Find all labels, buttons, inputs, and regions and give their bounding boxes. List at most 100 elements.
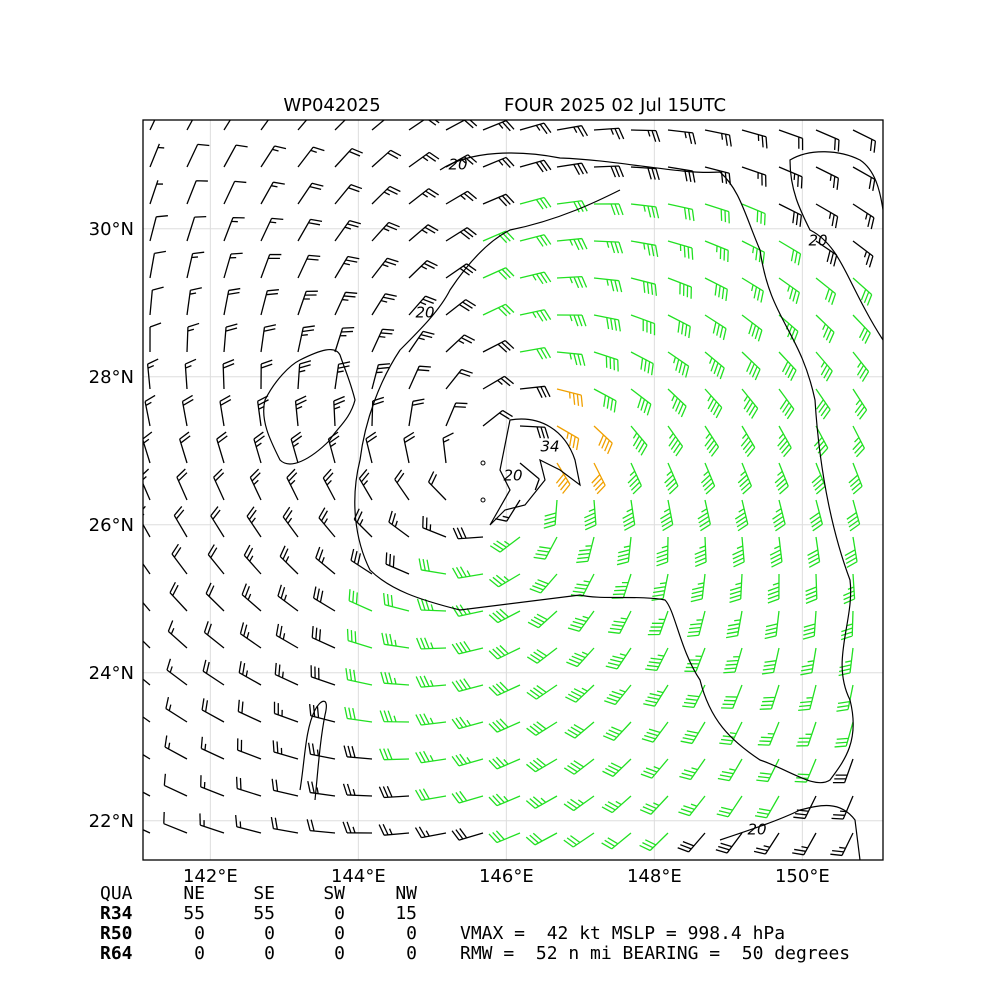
wind-barb [378, 823, 410, 836]
wind-barb [207, 544, 225, 575]
wind-barb [143, 562, 151, 575]
wind-barb [630, 388, 652, 416]
wind-barb [213, 468, 225, 501]
wind-barb [166, 658, 188, 686]
wind-barb [721, 684, 743, 709]
wind-barb [764, 610, 780, 640]
x-tick-label: 146°E [479, 866, 534, 887]
wind-barb [414, 788, 447, 801]
wind-barb [235, 815, 262, 834]
wind-barb [802, 610, 817, 640]
tick-labels: 142°E 144°E 146°E 148°E 150°E 22°N 24°N 26°N 28°… [89, 219, 830, 887]
wind-barb [415, 750, 447, 764]
wind-barb [249, 468, 262, 501]
wind-barb [445, 402, 468, 427]
wind-barb [741, 277, 764, 303]
wind-barb [593, 314, 621, 332]
wind-barb [223, 287, 241, 316]
wind-barb [205, 582, 225, 612]
table-cell: 55 [253, 903, 275, 924]
wind-barb [704, 166, 732, 185]
wind-barb [371, 363, 391, 390]
wind-barb [488, 681, 521, 697]
wind-barb [200, 775, 225, 797]
contour-label: 20 [448, 156, 467, 174]
wind-barb [563, 795, 595, 812]
contour-label: 34 [540, 438, 559, 456]
wind-barb [334, 326, 355, 353]
contour-label: 20 [503, 467, 522, 485]
wind-barb [149, 180, 163, 205]
wind-barb [246, 506, 262, 538]
wind-barb [257, 395, 269, 427]
wind-barb [756, 758, 780, 783]
wind-barb [593, 240, 624, 254]
wind-barb [451, 828, 484, 841]
wind-barb [307, 742, 336, 760]
wind-barb [798, 684, 817, 712]
wind-barb [171, 543, 188, 575]
wind-barb [210, 506, 225, 538]
wind-barb [306, 819, 336, 834]
wind-barb [680, 721, 706, 745]
wind-barb [754, 795, 780, 819]
wind-barb [832, 758, 854, 784]
wind-barb [408, 398, 425, 427]
x-tick-label: 148°E [627, 866, 682, 887]
wind-barb [334, 147, 363, 168]
wind-barb [223, 120, 232, 131]
table-header: SE [253, 883, 275, 904]
wind-barb [270, 816, 299, 834]
wind-barb [774, 462, 789, 495]
wind-barb [852, 129, 877, 153]
wind-barb [260, 289, 279, 316]
wind-barb [630, 351, 654, 376]
wind-barb [667, 277, 692, 299]
wind-barb [627, 462, 642, 495]
wind-barb [815, 314, 835, 344]
wind-barb [831, 795, 854, 820]
wind-barb [741, 351, 761, 381]
wind-barb [286, 468, 299, 501]
wind-barb [660, 499, 674, 532]
wind-barb [297, 290, 318, 316]
wind-barb [526, 684, 558, 700]
wind-barb [555, 462, 571, 494]
wind-barb [482, 375, 514, 390]
wind-barb [815, 240, 838, 267]
wind-barb [704, 351, 725, 380]
wind-barb [322, 468, 336, 501]
wind-barb [769, 536, 783, 568]
wind-barb [186, 143, 210, 168]
table-cell: 0 [406, 923, 417, 944]
wind-barb [533, 536, 558, 560]
wind-barb [143, 640, 151, 649]
wind-barb [451, 604, 484, 617]
wind-barb [179, 431, 191, 464]
wind-barb [519, 425, 550, 439]
wind-barb [690, 573, 706, 603]
wind-barb [165, 697, 188, 723]
wind-barb [761, 647, 780, 675]
wind-barb [778, 277, 800, 304]
wind-barb [694, 536, 707, 568]
wind-barb [482, 193, 515, 207]
wind-barb [237, 699, 262, 723]
wind-barb [527, 610, 558, 629]
wind-barb [169, 581, 188, 612]
wind-barb [186, 287, 202, 316]
wind-barb [639, 795, 669, 815]
wind-barb [173, 506, 188, 538]
wind-barb [852, 166, 876, 191]
wind-barb [408, 120, 440, 131]
table-cell: 0 [334, 923, 345, 944]
table-cell: 0 [334, 943, 345, 964]
wind-barb [149, 215, 168, 242]
wind-barb [723, 647, 743, 674]
wind-barb [815, 129, 840, 152]
wind-barb [584, 499, 597, 531]
wind-barb [643, 684, 669, 707]
wind-barb [371, 221, 400, 242]
wind-barb [807, 536, 821, 568]
